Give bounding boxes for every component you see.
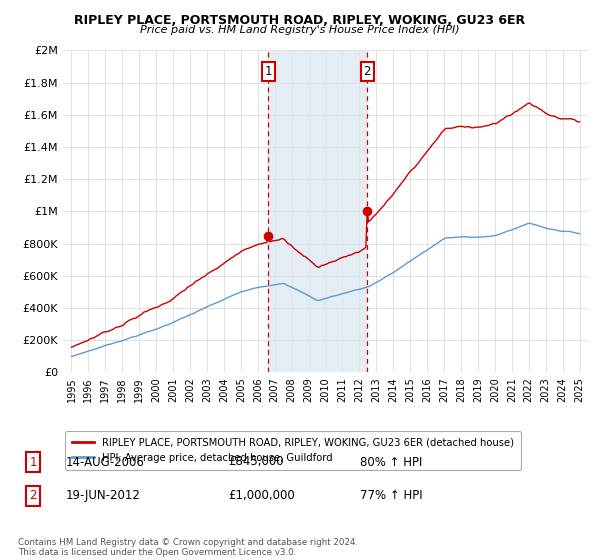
Text: £845,000: £845,000 bbox=[228, 455, 284, 469]
Text: 1: 1 bbox=[29, 455, 37, 469]
Text: 19-JUN-2012: 19-JUN-2012 bbox=[66, 489, 141, 502]
Text: 14-AUG-2006: 14-AUG-2006 bbox=[66, 455, 145, 469]
Text: 77% ↑ HPI: 77% ↑ HPI bbox=[360, 489, 422, 502]
Text: Contains HM Land Registry data © Crown copyright and database right 2024.
This d: Contains HM Land Registry data © Crown c… bbox=[18, 538, 358, 557]
Text: £1,000,000: £1,000,000 bbox=[228, 489, 295, 502]
Text: RIPLEY PLACE, PORTSMOUTH ROAD, RIPLEY, WOKING, GU23 6ER: RIPLEY PLACE, PORTSMOUTH ROAD, RIPLEY, W… bbox=[74, 14, 526, 27]
Text: Price paid vs. HM Land Registry's House Price Index (HPI): Price paid vs. HM Land Registry's House … bbox=[140, 25, 460, 35]
Text: 80% ↑ HPI: 80% ↑ HPI bbox=[360, 455, 422, 469]
Text: 1: 1 bbox=[265, 65, 272, 78]
Legend: RIPLEY PLACE, PORTSMOUTH ROAD, RIPLEY, WOKING, GU23 6ER (detached house), HPI: A: RIPLEY PLACE, PORTSMOUTH ROAD, RIPLEY, W… bbox=[65, 431, 521, 469]
Text: 2: 2 bbox=[29, 489, 37, 502]
Bar bbox=[268, 50, 367, 372]
Text: 2: 2 bbox=[364, 65, 371, 78]
